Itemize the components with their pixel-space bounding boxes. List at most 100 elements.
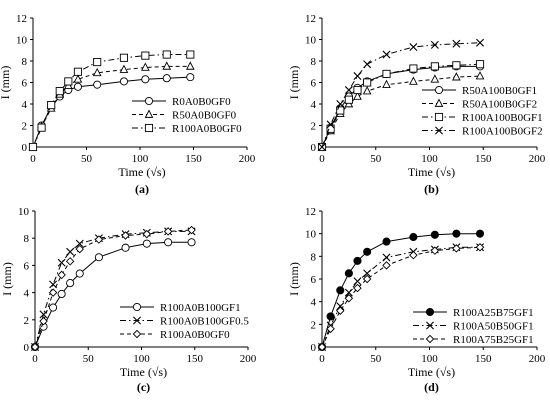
data-point	[73, 74, 83, 83]
data-point	[66, 279, 75, 288]
data-point	[94, 253, 103, 262]
y-tick-label: 6	[24, 260, 30, 272]
y-tick-label: 0	[22, 142, 28, 154]
chart-panel: 0 2 4 6 8 10 12 0 50 100 150 200 Time (√s) I (mm) (d) R…	[287, 206, 546, 394]
data-point	[336, 306, 345, 315]
data-point	[186, 50, 195, 59]
data-point	[162, 74, 171, 83]
data-point	[326, 312, 335, 321]
data-point	[57, 258, 66, 267]
data-point	[55, 87, 64, 96]
legend-entry: R100A0B100GF1	[160, 302, 241, 314]
data-point	[141, 62, 150, 71]
data-point	[73, 82, 82, 91]
x-tick-label: 150	[185, 153, 202, 165]
x-axis-label: Time (√s)	[120, 365, 167, 379]
legend-entry: R50A100B0GF1	[462, 85, 537, 97]
data-point	[73, 67, 82, 76]
data-point	[163, 227, 173, 236]
y-tick-label: 2	[22, 121, 28, 133]
y-tick-label: 10	[305, 229, 317, 241]
legend-entry: R100A75B25GF1	[453, 334, 534, 346]
x-axis-label: Time (√s)	[408, 365, 455, 379]
data-point	[363, 60, 372, 69]
data-point	[318, 143, 326, 151]
data-point	[162, 61, 172, 70]
data-point	[353, 256, 362, 265]
data-point	[119, 64, 129, 73]
y-tick-label: 8	[22, 56, 28, 68]
data-point	[336, 302, 345, 311]
data-point	[119, 77, 128, 86]
data-point	[37, 123, 46, 132]
y-tick-label: 6	[22, 78, 28, 90]
data-point	[326, 324, 335, 334]
y-tick-label: 6	[311, 78, 317, 90]
legend-entry: R100A100B0GF2	[462, 126, 543, 138]
data-point	[39, 316, 48, 326]
data-point	[119, 53, 128, 62]
y-tick-label: 4	[311, 297, 317, 309]
legend-entry: R100A0B0GF0	[160, 329, 230, 341]
legend-marker	[435, 126, 443, 135]
y-tick-label: 8	[24, 233, 30, 245]
y-tick-label: 2	[311, 121, 317, 133]
data-point	[382, 50, 391, 59]
series-line	[34, 230, 192, 348]
x-tick-label: 0	[319, 153, 325, 165]
data-point	[430, 246, 440, 255]
data-point	[47, 101, 56, 110]
data-point	[409, 250, 418, 260]
data-point	[187, 225, 196, 235]
data-point	[344, 294, 354, 303]
data-point	[57, 270, 66, 280]
x-tick-label: 0	[30, 153, 36, 165]
data-point	[121, 231, 130, 240]
y-tick-label: 6	[311, 274, 317, 286]
series-line	[32, 65, 191, 148]
series-line	[321, 246, 481, 348]
legend-marker	[132, 302, 142, 312]
legend-marker	[144, 123, 154, 133]
y-tick-label: 0	[24, 342, 30, 354]
x-tick-label: 50	[83, 353, 95, 365]
y-tick-label: 0	[311, 142, 317, 154]
y-tick-label: 4	[311, 99, 317, 111]
legend-entry: R100A0B100GF0.5	[160, 316, 249, 328]
data-point	[475, 243, 485, 252]
data-point	[185, 61, 195, 70]
data-point	[475, 71, 485, 80]
y-tick-label: 12	[305, 206, 316, 218]
y-tick-label: 10	[305, 35, 317, 47]
data-point	[452, 244, 461, 253]
data-point	[64, 77, 73, 86]
data-point	[409, 43, 418, 52]
data-point	[75, 239, 84, 248]
data-point	[30, 342, 40, 352]
data-point	[382, 261, 391, 270]
y-tick-label: 8	[311, 56, 317, 68]
data-point	[336, 100, 345, 108]
legend-entry: R50A0B0GF0	[172, 110, 237, 122]
data-point	[452, 229, 461, 238]
data-point	[94, 235, 104, 244]
y-tick-label: 4	[22, 99, 28, 111]
legend-entry: R100A0B0GF0	[172, 123, 242, 135]
data-point	[353, 283, 362, 293]
data-point	[92, 67, 102, 77]
legend-marker	[434, 85, 444, 95]
legend-marker	[426, 321, 434, 330]
y-tick-label: 12	[16, 13, 27, 25]
data-point	[336, 106, 345, 115]
data-point	[57, 289, 66, 299]
legend-marker	[434, 98, 444, 107]
data-point	[65, 257, 75, 266]
data-point	[430, 230, 439, 239]
panel-label: (b)	[424, 182, 439, 196]
data-point	[39, 310, 48, 319]
data-point	[141, 75, 150, 84]
y-tick-label: 10	[18, 206, 30, 218]
x-tick-label: 200	[239, 153, 256, 165]
